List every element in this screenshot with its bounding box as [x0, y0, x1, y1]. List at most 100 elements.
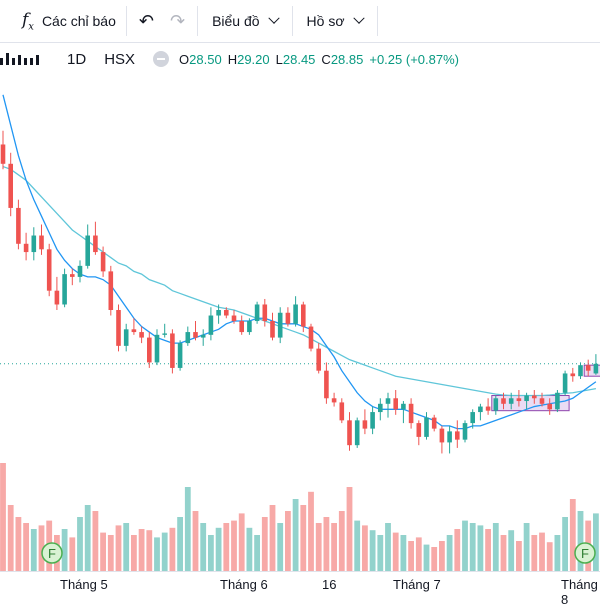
volume-bar: [385, 523, 391, 571]
candle: [23, 243, 29, 253]
volume-bar: [261, 517, 268, 571]
candle: [131, 329, 137, 333]
volume-bar: [7, 505, 14, 571]
volume-bar: [84, 505, 91, 571]
candle: [555, 392, 560, 410]
candle: [385, 398, 391, 404]
candle: [8, 163, 13, 208]
candle: [393, 398, 398, 410]
candle: [354, 420, 360, 446]
candle: [147, 337, 152, 363]
candle: [439, 428, 445, 443]
interval-label[interactable]: 1D: [67, 50, 87, 68]
candle: [208, 315, 214, 335]
ma-long-line: [2, 165, 597, 397]
candle: [378, 403, 383, 413]
toolbar-divider: [125, 6, 127, 36]
candle: [308, 326, 314, 349]
volume-bar: [138, 529, 145, 571]
volume-bar: [562, 517, 568, 571]
volume-bar: [462, 520, 468, 571]
volume-bar: [469, 523, 476, 571]
candle: [154, 334, 160, 363]
symbol-legend: 1D HSX O28.50 H29.20 L28.45 C28.85 +0.25…: [0, 48, 459, 70]
volume-bar: [577, 511, 584, 571]
candle: [508, 398, 514, 404]
volume-bar: [369, 530, 376, 571]
volume-bar: [446, 535, 453, 571]
earnings-label: F: [48, 546, 56, 561]
candle: [185, 332, 191, 344]
candle: [239, 321, 244, 333]
candle: [200, 334, 206, 338]
x-axis-label: 16: [322, 577, 337, 592]
indicators-button[interactable]: fx Các chỉ báo: [0, 0, 126, 42]
candle: [408, 403, 414, 424]
volume-bar: [23, 523, 29, 571]
volume-bar: [338, 511, 345, 571]
candle: [285, 312, 291, 324]
candle: [562, 373, 568, 393]
candle: [293, 304, 298, 324]
x-axis-label: Tháng 8: [561, 577, 598, 607]
volume-bar: [546, 542, 553, 571]
volume-bar: [177, 517, 183, 571]
volume-bar: [107, 535, 114, 571]
volume-bar: [477, 525, 484, 571]
exchange-label: HSX: [104, 50, 136, 68]
hide-icon[interactable]: [153, 51, 170, 67]
candle: [501, 398, 506, 404]
candle: [593, 363, 599, 374]
candle: [139, 332, 144, 338]
volume-bar: [223, 523, 230, 571]
earnings-icon[interactable]: F: [574, 542, 596, 564]
candle: [316, 348, 321, 371]
volume-bar: [523, 523, 530, 571]
candle: [493, 398, 499, 411]
volume-bar: [431, 547, 438, 571]
volume-bar: [61, 529, 68, 571]
volume-bar: [392, 532, 399, 571]
candle: [108, 271, 114, 310]
volume-bar: [269, 505, 276, 571]
volume-bar: [15, 517, 22, 571]
candle: [247, 321, 252, 333]
candle: [100, 252, 106, 272]
high-value: H29.20: [227, 51, 270, 67]
volume-bar: [593, 513, 599, 571]
volume-bar: [539, 532, 545, 571]
candle: [301, 304, 306, 327]
undo-icon[interactable]: ↶: [138, 10, 154, 31]
candle: [362, 420, 368, 429]
profile-button[interactable]: Hồ sơ: [293, 0, 377, 42]
volume-bar: [362, 525, 368, 571]
volume-bar: [0, 463, 6, 571]
profile-label: Hồ sơ: [306, 13, 345, 29]
ma-short-line: [2, 94, 597, 430]
candle: [262, 304, 268, 322]
volume-bar: [277, 523, 284, 571]
change-value: +0.25 (+0.87%): [369, 51, 459, 67]
chart-type-label: Biểu đồ: [212, 13, 260, 29]
earnings-icon[interactable]: F: [41, 542, 63, 564]
open-value: O28.50: [179, 51, 222, 67]
volume-bar: [439, 541, 445, 571]
candle: [532, 395, 537, 399]
candle: [524, 395, 529, 402]
volume-bar: [323, 517, 330, 571]
volume-bar: [400, 535, 407, 571]
volume-bar: [69, 537, 76, 571]
toolbar-divider: [291, 6, 293, 36]
volume-bar: [254, 535, 260, 571]
redo-icon[interactable]: ↷: [169, 10, 186, 31]
volume-bar: [331, 523, 337, 571]
toolbar-divider: [376, 6, 378, 36]
candle: [162, 333, 167, 335]
volume-bar: [415, 537, 422, 571]
chart-type-button[interactable]: Biểu đồ: [198, 0, 291, 42]
volume-bar: [554, 535, 561, 571]
candle: [216, 310, 221, 316]
volume-bar: [285, 511, 291, 571]
candle: [54, 290, 60, 305]
